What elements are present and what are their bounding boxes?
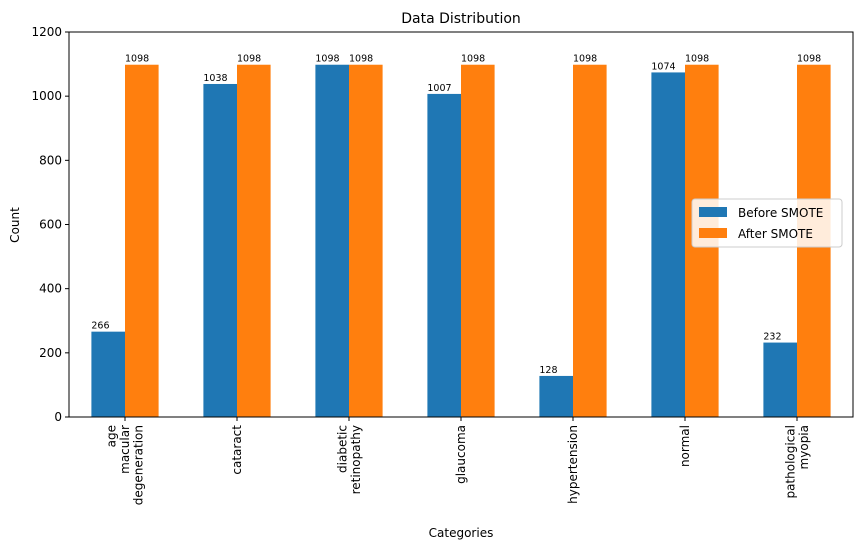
- y-tick-label: 800: [39, 153, 62, 167]
- data-label: 266: [91, 321, 109, 332]
- x-axis-label: Categories: [429, 526, 494, 540]
- x-tick-label: glaucoma: [454, 425, 468, 484]
- bar: [237, 64, 271, 417]
- y-tick-label: 600: [39, 218, 62, 232]
- plot-area: 0 200 400 600 800 1000 1200 266 1098 agemacularde…: [31, 25, 854, 505]
- bar: [125, 64, 159, 417]
- bar: [315, 64, 349, 417]
- axes-frame: [68, 31, 854, 418]
- bar: [539, 375, 573, 417]
- x-tick-label: agemaculardegeneration: [105, 425, 146, 505]
- chart-title: Data Distribution: [401, 11, 521, 27]
- x-tick-label: pathologicalmyopia: [783, 425, 811, 499]
- data-label: 1098: [573, 54, 597, 65]
- y-tick-label: 1000: [31, 89, 62, 103]
- bar: [461, 64, 495, 417]
- y-tick-label: 0: [54, 410, 62, 424]
- legend-swatch: [699, 228, 727, 238]
- data-label: 1098: [685, 54, 709, 65]
- legend-label: After SMOTE: [738, 227, 813, 241]
- x-tick-label: normal: [678, 425, 692, 467]
- legend-box: [691, 198, 843, 248]
- data-label: 1098: [349, 54, 373, 65]
- bar: [573, 64, 607, 417]
- data-label: 1098: [237, 54, 261, 65]
- y-axis-label: Count: [8, 207, 22, 243]
- bar: [91, 331, 125, 417]
- y-tick-label: 1200: [31, 25, 62, 39]
- data-label: 232: [763, 332, 781, 343]
- x-tick-label: hypertension: [566, 425, 580, 504]
- bar: [427, 93, 461, 417]
- data-label: 1074: [651, 61, 675, 72]
- bar: [763, 342, 797, 417]
- data-label: 128: [539, 365, 557, 376]
- data-label: 1098: [315, 54, 339, 65]
- legend-swatch: [699, 207, 727, 217]
- data-label: 1098: [461, 54, 485, 65]
- x-tick-label: diabeticretinopathy: [335, 425, 363, 494]
- data-label: 1098: [125, 54, 149, 65]
- legend: Before SMOTE After SMOTE: [691, 198, 843, 248]
- legend-label: Before SMOTE: [738, 206, 823, 220]
- x-tick-label: cataract: [230, 425, 244, 475]
- y-tick-label: 200: [39, 346, 62, 360]
- data-label: 1038: [203, 73, 227, 84]
- bar: [203, 83, 237, 417]
- bar: [651, 72, 685, 418]
- y-tick-label: 400: [39, 282, 62, 296]
- bar: [349, 64, 383, 417]
- data-label: 1098: [797, 54, 821, 65]
- data-label: 1007: [427, 83, 451, 94]
